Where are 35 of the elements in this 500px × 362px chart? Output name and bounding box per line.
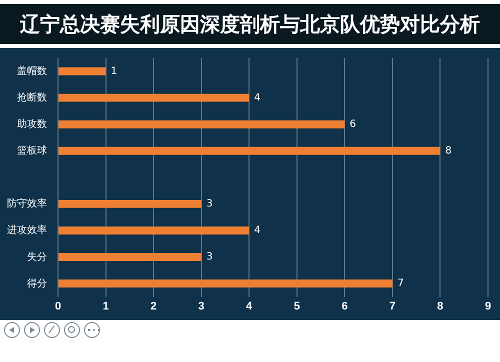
y-tick-label: 防守效率 [7,198,47,210]
x-tick-label: 4 [246,300,254,312]
x-tick-label: 1 [102,300,109,312]
bar [58,226,250,234]
data-label: 3 [206,252,213,263]
bar [58,280,392,288]
y-tick-label: 进攻效率 [7,224,47,236]
x-tick-label: 7 [389,300,396,312]
bar [58,146,440,155]
data-label: 1 [110,66,118,77]
x-tick-label: 5 [294,300,300,312]
bar [58,120,345,128]
bar [58,67,106,76]
x-tick-label: 0 [54,300,62,312]
x-tick-label: 8 [437,300,444,312]
bar [58,253,202,261]
y-tick-label: 抢断数 [17,92,47,104]
data-label: 4 [254,225,260,236]
y-tick-label: 得分 [27,277,47,290]
data-label: 3 [206,198,213,210]
data-label: 6 [350,118,356,130]
chart-title: 辽宁总决赛失利原因深度剖析与北京队优势对比分析 [0,4,500,44]
y-tick-label: 盖帽数 [17,65,47,78]
data-label: 8 [445,145,452,156]
x-tick-label: 6 [342,300,348,312]
bar [58,200,202,208]
x-tick-label: 9 [484,300,492,312]
x-tick-label: 3 [198,300,204,312]
y-tick-label: 助攻数 [17,118,47,130]
data-label: 4 [254,92,260,104]
x-tick-label: 2 [150,300,157,312]
data-label: 7 [397,278,404,290]
bar [58,94,250,102]
y-tick-label: 篮板球 [17,144,47,157]
y-tick-label: 失分 [27,250,47,263]
